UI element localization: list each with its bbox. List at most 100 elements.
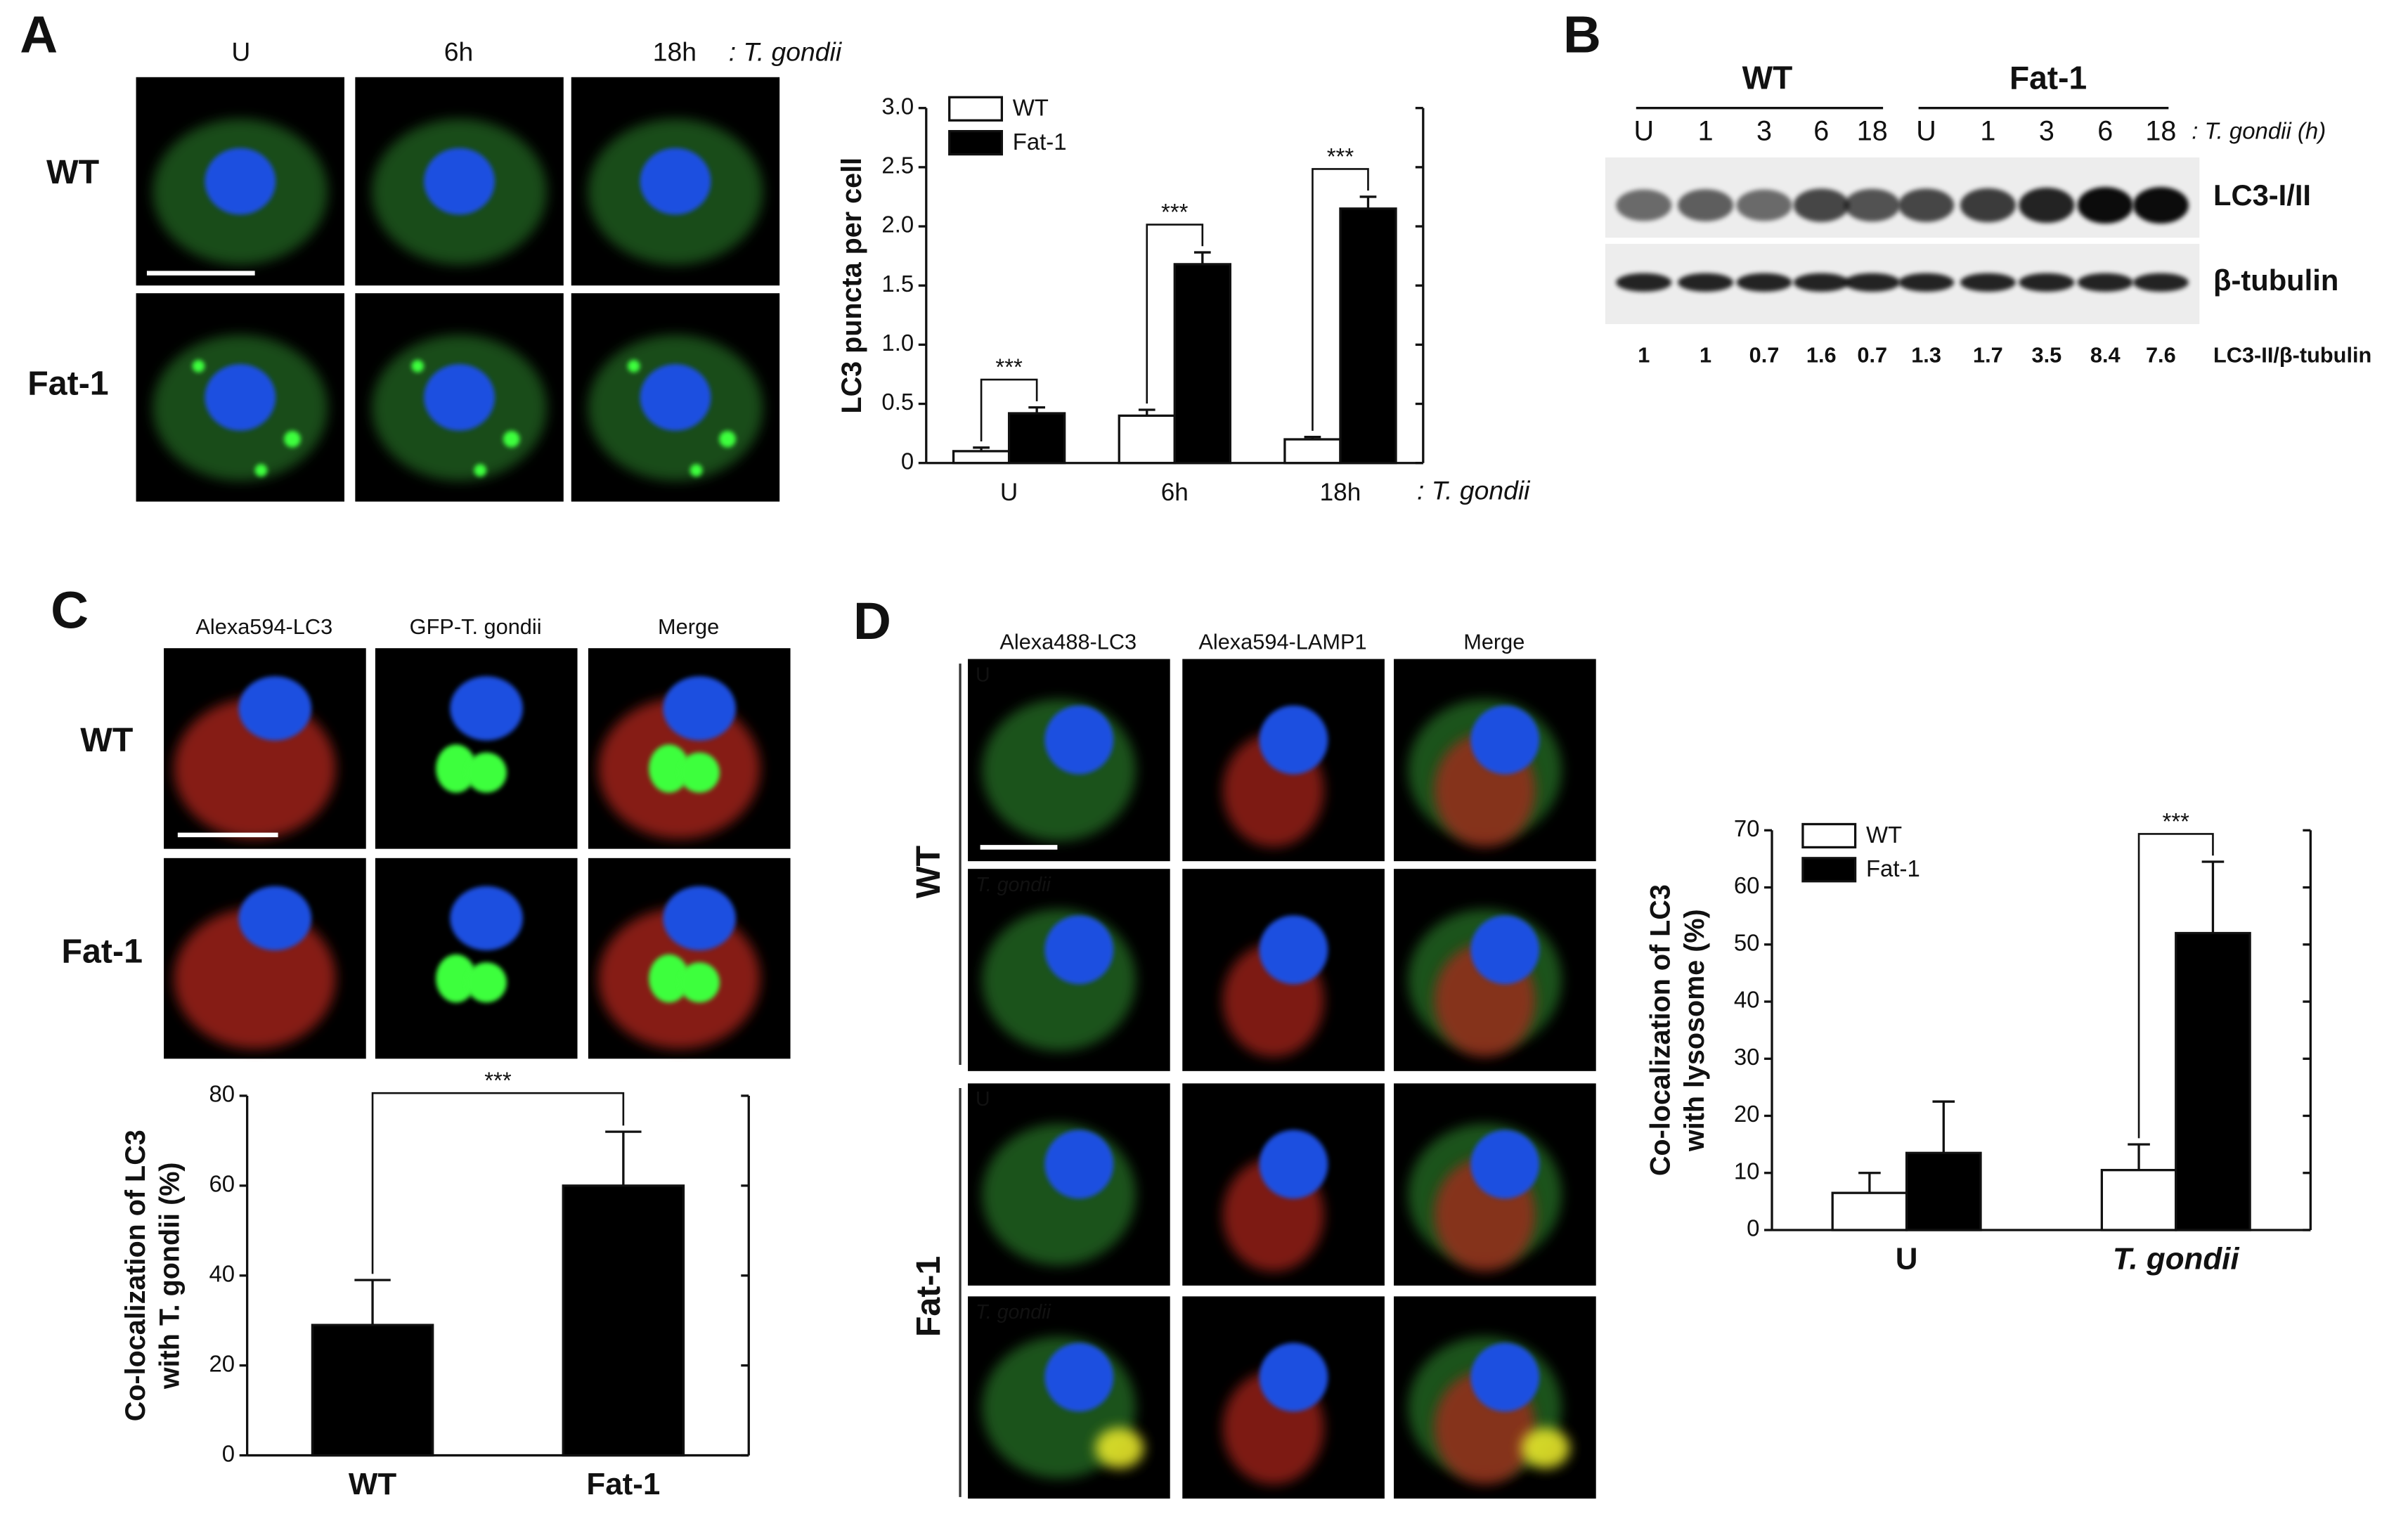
- x-tick-label: 18h: [1320, 479, 1361, 506]
- micrograph: [1394, 659, 1596, 862]
- y-axis-label: LC3 puncta per cell: [836, 157, 867, 414]
- micrograph: [136, 77, 344, 286]
- ratio: 3.5: [2031, 342, 2061, 367]
- y-tick-label: 3.0: [881, 93, 914, 119]
- panel-label: C: [51, 581, 89, 640]
- ratio: 1.7: [1973, 342, 2003, 367]
- row-label: WT: [80, 721, 133, 759]
- micrograph-signal: [284, 430, 301, 448]
- x-tick-label: WT: [349, 1467, 396, 1501]
- micrograph-signal: [1259, 1342, 1328, 1412]
- micrograph-signal: [1521, 1428, 1570, 1468]
- y-tick-label: 50: [1734, 929, 1760, 955]
- band-label: β-tubulin: [2213, 264, 2338, 297]
- micrograph: [968, 1083, 1170, 1286]
- y-axis-label: Co-localization of LC3: [120, 1130, 151, 1421]
- micrograph-signal: [649, 954, 690, 1003]
- micrograph-signal: [690, 464, 703, 477]
- micrograph: [375, 648, 578, 849]
- micrograph-signal: [238, 886, 312, 951]
- blot-band: [2077, 273, 2133, 292]
- lane-label: 6: [1813, 115, 1829, 146]
- micrograph: [164, 858, 366, 1059]
- ratio: 1: [1700, 342, 1711, 367]
- lane-label: U: [1916, 115, 1936, 146]
- micrograph-signal: [503, 430, 520, 448]
- condition-label: T. gondii: [976, 1301, 1051, 1324]
- micrograph-signal: [719, 430, 736, 448]
- y-tick-label: 80: [209, 1081, 235, 1107]
- y-tick-label: 1.0: [881, 330, 914, 356]
- micrograph-signal: [1470, 1342, 1540, 1412]
- column-header: Alexa594-LAMP1: [1198, 630, 1366, 654]
- y-tick-label: 20: [1734, 1101, 1760, 1127]
- blot-band: [1736, 273, 1792, 292]
- micrograph-signal: [1044, 1130, 1114, 1199]
- bar: [1905, 1151, 1982, 1231]
- column-header: GFP-T. gondii: [410, 614, 542, 639]
- ratio: 0.7: [1749, 342, 1780, 367]
- micrograph-signal: [254, 464, 268, 477]
- x-tick-label: Fat-1: [586, 1467, 660, 1501]
- y-tick-label: 60: [209, 1171, 235, 1197]
- ratio: 8.4: [2090, 342, 2121, 367]
- legend-swatch: [948, 129, 1004, 156]
- ratio-label: LC3-II/β-tubulin: [2213, 342, 2371, 367]
- micrograph-signal: [1259, 1130, 1328, 1199]
- panel-label: A: [20, 5, 58, 64]
- y-tick-label: 2.5: [881, 153, 914, 179]
- row-label: WT: [910, 846, 947, 898]
- significance-bracket: [1312, 168, 1369, 431]
- blot-band: [1736, 189, 1792, 221]
- y-tick-label: 0: [1747, 1215, 1759, 1241]
- micrograph-signal: [192, 360, 205, 373]
- micrograph-signal: [466, 752, 507, 793]
- blot-band: [1616, 273, 1672, 292]
- blot-band: [1844, 188, 1901, 222]
- micrograph-signal: [1044, 915, 1114, 985]
- y-tick-label: 20: [209, 1350, 235, 1376]
- micrograph-signal: [679, 962, 720, 1003]
- micrograph: [375, 858, 578, 1059]
- micrograph: [1394, 1296, 1596, 1499]
- micrograph: [164, 648, 366, 849]
- significance-label: ***: [995, 354, 1023, 380]
- panel-label: D: [853, 591, 891, 650]
- condition-label: U: [976, 664, 990, 686]
- significance-bracket: [980, 378, 1038, 442]
- micrograph: [588, 648, 791, 849]
- bar: [1173, 263, 1231, 465]
- legend-label: WT: [1866, 822, 1902, 848]
- micrograph-signal: [663, 676, 736, 741]
- condition-label: T. gondii: [976, 874, 1051, 896]
- column-header: 18h: [653, 37, 697, 67]
- blot-band: [2132, 187, 2189, 224]
- micrograph-signal: [205, 148, 276, 215]
- y-axis-label: Co-localization of LC3: [1645, 884, 1676, 1176]
- lane-label: 1: [1698, 115, 1714, 146]
- micrograph-signal: [411, 360, 425, 373]
- micrograph: [355, 77, 564, 286]
- y-tick-label: 40: [209, 1260, 235, 1286]
- micrograph-signal: [466, 962, 507, 1003]
- legend-swatch: [948, 96, 1004, 122]
- group-label: WT: [1742, 59, 1793, 96]
- legend-swatch: [1801, 857, 1857, 883]
- y-tick-label: 1.5: [881, 271, 914, 297]
- micrograph-signal: [436, 744, 477, 793]
- group-label: Fat-1: [2009, 59, 2087, 96]
- micrograph-signal: [238, 676, 312, 741]
- micrograph: [1394, 869, 1596, 1071]
- column-header-organism: : T. gondii: [729, 37, 843, 67]
- micrograph-signal: [649, 744, 690, 793]
- x-tick-label: U: [1000, 479, 1018, 506]
- lane-label: 18: [2145, 115, 2176, 146]
- micrograph-signal: [1259, 705, 1328, 775]
- ratio: 7.6: [2146, 342, 2176, 367]
- significance-label: ***: [2163, 808, 2190, 834]
- blot-band: [1898, 273, 1955, 292]
- significance-label: ***: [1327, 143, 1354, 169]
- y-tick-label: 10: [1734, 1158, 1760, 1184]
